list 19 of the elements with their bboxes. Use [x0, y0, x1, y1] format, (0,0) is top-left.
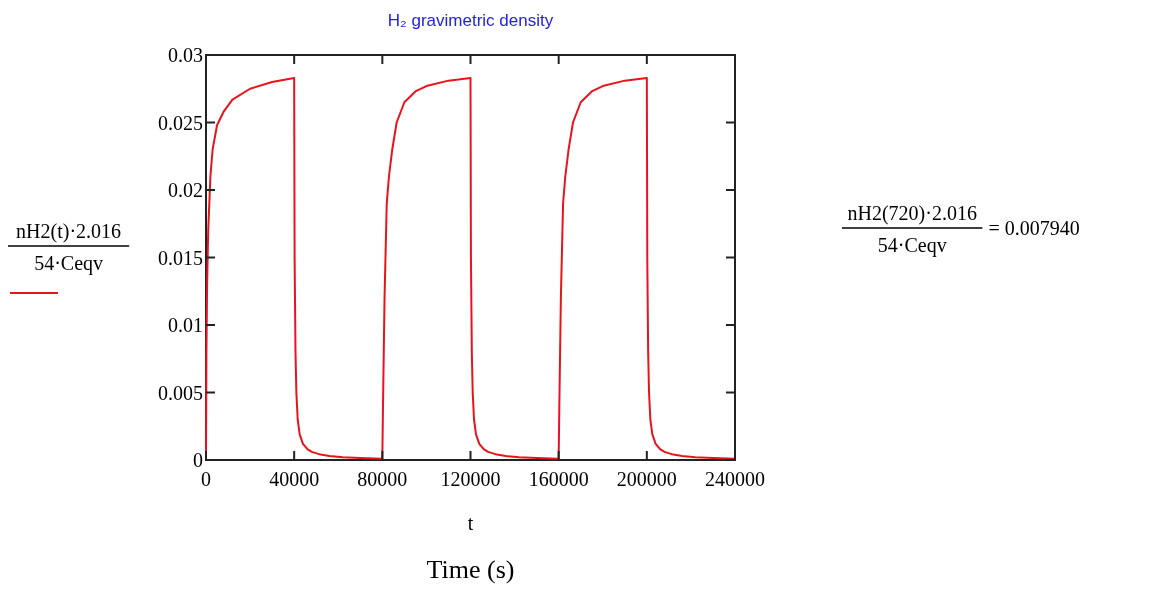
y-tick-label: 0.01 [168, 314, 203, 336]
x-tick-label: 160000 [528, 468, 589, 490]
y-tick-label: 0.025 [158, 111, 203, 134]
x-tick-label: 200000 [616, 468, 677, 490]
x-tick-label: 120000 [440, 468, 501, 490]
x-tick-label: 40000 [269, 468, 320, 490]
x-axis-title: t [467, 512, 474, 534]
x-tick-label: 80000 [357, 468, 408, 490]
y-axis-title: nH2(t)·2.016 54·Ceqv [16, 220, 122, 275]
text: Time (s) [426, 555, 515, 584]
text: = 0.007940 [988, 217, 1080, 239]
x-tick-label: 240000 [705, 468, 765, 490]
y-tick-label: 0 [193, 449, 203, 471]
y-tick-label: 0.015 [158, 246, 203, 269]
chart-title: H₂ gravimetric density [387, 11, 554, 30]
y-tick-label: 0.02 [168, 179, 203, 201]
text: nH2(720)·2.016 54·Ceqv [847, 202, 977, 257]
y-tick-label: 0.005 [158, 381, 203, 404]
y-tick-label: 0.03 [168, 44, 203, 66]
